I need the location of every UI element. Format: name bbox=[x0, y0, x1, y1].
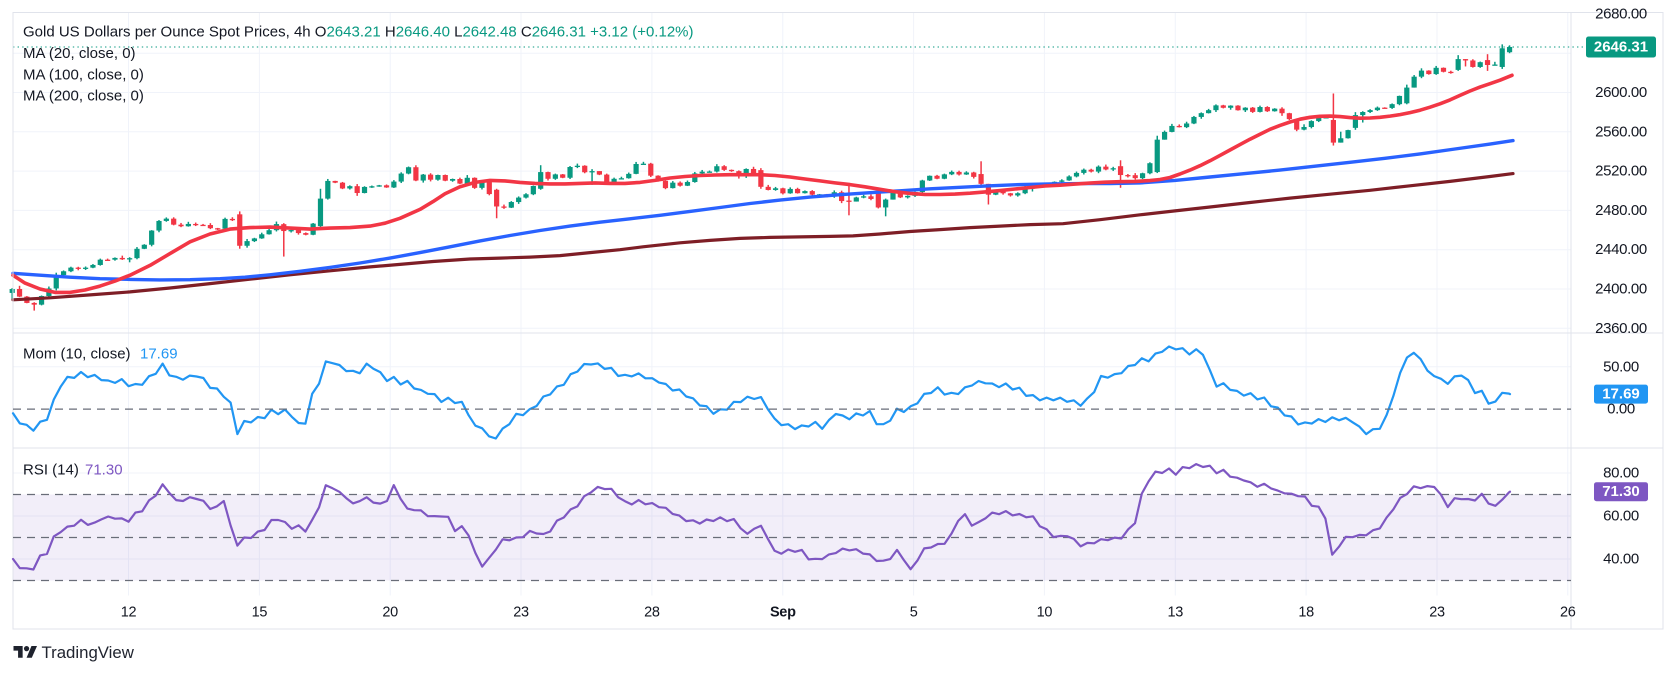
svg-text:50.00: 50.00 bbox=[1603, 358, 1639, 375]
svg-text:23: 23 bbox=[1429, 605, 1445, 621]
svg-text:Mom (10, close): Mom (10, close) bbox=[23, 346, 131, 363]
svg-text:TradingView: TradingView bbox=[42, 643, 135, 662]
svg-text:0.00: 0.00 bbox=[1607, 401, 1635, 418]
svg-text:2360.00: 2360.00 bbox=[1595, 320, 1647, 337]
svg-text:2646.31: 2646.31 bbox=[1594, 39, 1648, 56]
svg-text:2440.00: 2440.00 bbox=[1595, 241, 1647, 258]
svg-text:2600.00: 2600.00 bbox=[1595, 84, 1647, 101]
svg-text:2480.00: 2480.00 bbox=[1595, 202, 1647, 219]
svg-text:17.69: 17.69 bbox=[1602, 386, 1640, 403]
svg-text:2680.00: 2680.00 bbox=[1595, 5, 1647, 22]
svg-text:RSI (14): RSI (14) bbox=[23, 462, 79, 479]
svg-text:5: 5 bbox=[910, 605, 918, 621]
svg-text:28: 28 bbox=[644, 605, 660, 621]
svg-text:10: 10 bbox=[1037, 605, 1053, 621]
svg-text:40.00: 40.00 bbox=[1603, 551, 1639, 568]
svg-text:MA (100, close, 0): MA (100, close, 0) bbox=[23, 67, 144, 84]
svg-text:Gold US Dollars per Ounce Spot: Gold US Dollars per Ounce Spot Prices, 4… bbox=[23, 23, 694, 40]
svg-text:Sep: Sep bbox=[770, 605, 796, 621]
svg-text:MA (20, close, 0): MA (20, close, 0) bbox=[23, 45, 136, 62]
svg-text:20: 20 bbox=[382, 605, 398, 621]
svg-text:71.30: 71.30 bbox=[85, 462, 123, 479]
svg-text:18: 18 bbox=[1298, 605, 1314, 621]
svg-text:13: 13 bbox=[1168, 605, 1184, 621]
svg-text:80.00: 80.00 bbox=[1603, 465, 1639, 482]
svg-text:MA (200, close, 0): MA (200, close, 0) bbox=[23, 88, 144, 105]
svg-text:60.00: 60.00 bbox=[1603, 508, 1639, 525]
svg-text:23: 23 bbox=[513, 605, 529, 621]
svg-text:26: 26 bbox=[1560, 605, 1576, 621]
svg-text:12: 12 bbox=[121, 605, 137, 621]
svg-text:2520.00: 2520.00 bbox=[1595, 163, 1647, 180]
svg-text:2400.00: 2400.00 bbox=[1595, 281, 1647, 298]
svg-text:15: 15 bbox=[252, 605, 268, 621]
svg-text:71.30: 71.30 bbox=[1602, 483, 1640, 500]
svg-text:17.69: 17.69 bbox=[140, 346, 178, 363]
svg-text:2560.00: 2560.00 bbox=[1595, 123, 1647, 140]
